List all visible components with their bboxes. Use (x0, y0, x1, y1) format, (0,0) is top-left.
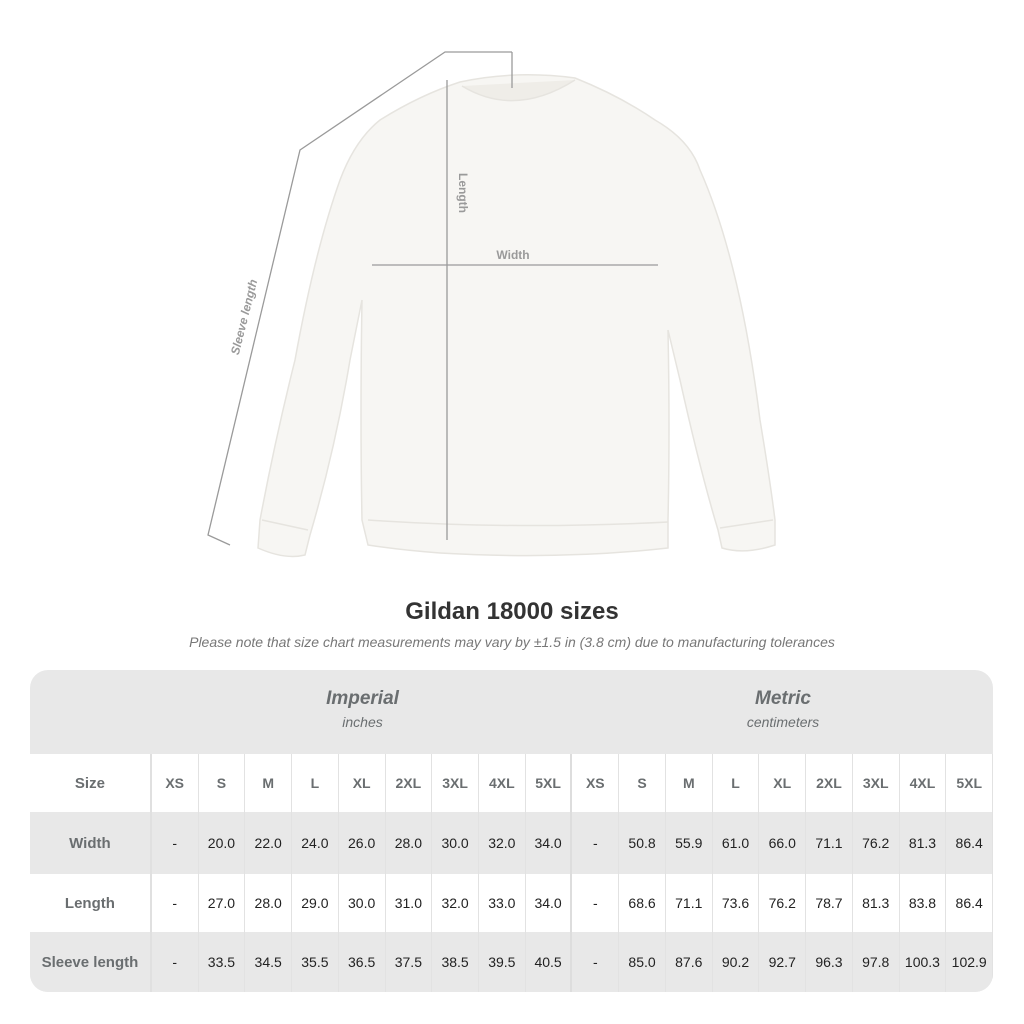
metric-cell: 78.7 (806, 874, 853, 932)
imperial-cell: 34.0 (526, 874, 573, 932)
metric-cell: 76.2 (853, 812, 900, 874)
sleeve-arrow (207, 51, 512, 546)
imperial-cell: 36.5 (339, 932, 386, 992)
row-label: Length (30, 874, 152, 932)
metric-cell: - (572, 812, 620, 874)
metric-cell: 87.6 (666, 932, 713, 992)
imperial-header: Imperial inches (152, 670, 573, 754)
metric-cell: 50.8 (619, 812, 666, 874)
metric-unit: centimeters (746, 714, 820, 730)
imperial-unit: inches (342, 714, 383, 730)
metric-cell: 61.0 (713, 812, 760, 874)
imperial-cell: 5XL (526, 754, 573, 812)
table-row: Length -27.0 28.0 29.0 30.0 31.0 32.0 33.0 34.0-… (30, 874, 993, 932)
metric-cell: 102.9 (946, 932, 993, 992)
metric-cell: 71.1 (806, 812, 853, 874)
table-row: Sleeve length -33.5 34.5 35.5 36.5 37.5 38.5 39… (30, 932, 993, 992)
imperial-cell: 34.0 (526, 812, 573, 874)
imperial-cell: 22.0 (245, 812, 293, 874)
imperial-cell: 40.5 (526, 932, 573, 992)
imperial-cell: 34.5 (245, 932, 293, 992)
metric-cell: 5XL (946, 754, 993, 812)
metric-cell: XL (759, 754, 807, 812)
imperial-cell: 30.0 (432, 812, 479, 874)
metric-cell: L (713, 754, 760, 812)
metric-cell: 86.4 (946, 812, 993, 874)
imperial-cell: 35.5 (292, 932, 339, 992)
metric-cell: 71.1 (666, 874, 713, 932)
imperial-cell: 29.0 (292, 874, 339, 932)
imperial-cell: 32.0 (479, 812, 526, 874)
imperial-cell: 28.0 (245, 874, 293, 932)
imperial-cell: M (245, 754, 293, 812)
metric-cell: 68.6 (619, 874, 666, 932)
imperial-cell: 38.5 (432, 932, 479, 992)
metric-cell: 92.7 (759, 932, 807, 992)
row-label: Sleeve length (30, 932, 152, 992)
metric-cell: 83.8 (900, 874, 947, 932)
imperial-cell: 26.0 (339, 812, 386, 874)
table-row: Width -20.0 22.0 24.0 26.0 28.0 30.0 32.0 34.0-5… (30, 812, 993, 874)
length-label: Length (456, 173, 470, 213)
size-table: Imperial inches Metric centimeters Size X… (30, 670, 993, 992)
row-label: Size (30, 754, 152, 812)
imperial-cell: 20.0 (199, 812, 246, 874)
metric-cell: 81.3 (900, 812, 947, 874)
metric-cell: 73.6 (713, 874, 760, 932)
metric-cell: 97.8 (853, 932, 900, 992)
imperial-cell: XS (152, 754, 199, 812)
imperial-cell: 39.5 (479, 932, 526, 992)
metric-cell: - (572, 932, 620, 992)
row-label: Width (30, 812, 152, 874)
imperial-cell: 31.0 (386, 874, 433, 932)
metric-cell: - (572, 874, 620, 932)
metric-cell: 2XL (806, 754, 853, 812)
metric-cell: 100.3 (900, 932, 947, 992)
metric-cell: XS (572, 754, 620, 812)
sweatshirt-image (257, 74, 776, 558)
imperial-cell: - (152, 812, 199, 874)
metric-cell: 55.9 (666, 812, 713, 874)
metric-cell: 66.0 (759, 812, 807, 874)
metric-cell: 4XL (900, 754, 947, 812)
sleeve-length-label: Sleeve length (228, 278, 260, 356)
imperial-cell: XL (339, 754, 386, 812)
metric-cell: 90.2 (713, 932, 760, 992)
imperial-cell: 3XL (432, 754, 479, 812)
metric-cell: 86.4 (946, 874, 993, 932)
imperial-cell: 33.0 (479, 874, 526, 932)
sweatshirt-diagram: Length Width Sleeve length (207, 51, 776, 558)
tolerance-note: Please note that size chart measurements… (189, 634, 835, 650)
imperial-cell: - (152, 874, 199, 932)
size-header-row: Size XS S M L XL 2XL 3XL 4XL 5XL XS S M L XL 2XL 3XL 4XL 5… (30, 754, 993, 812)
metric-cell: 76.2 (759, 874, 807, 932)
imperial-cell: 2XL (386, 754, 433, 812)
metric-cell: 85.0 (619, 932, 666, 992)
width-label: Width (496, 248, 529, 262)
imperial-cell: 28.0 (386, 812, 433, 874)
imperial-cell: - (152, 932, 199, 992)
metric-cell: 81.3 (853, 874, 900, 932)
metric-title: Metric (755, 688, 811, 709)
imperial-cell: 4XL (479, 754, 526, 812)
metric-cell: 96.3 (806, 932, 853, 992)
imperial-title: Imperial (326, 688, 399, 709)
imperial-cell: 30.0 (339, 874, 386, 932)
imperial-cell: 33.5 (199, 932, 246, 992)
metric-cell: 3XL (853, 754, 900, 812)
metric-cell: M (666, 754, 713, 812)
metric-header: Metric centimeters (573, 670, 993, 754)
chart-title: Gildan 18000 sizes (405, 598, 619, 625)
imperial-cell: L (292, 754, 339, 812)
metric-cell: S (619, 754, 666, 812)
measurement-arrows (207, 51, 658, 546)
imperial-cell: 37.5 (386, 932, 433, 992)
imperial-cell: 27.0 (199, 874, 246, 932)
imperial-cell: 24.0 (292, 812, 339, 874)
imperial-cell: 32.0 (432, 874, 479, 932)
imperial-cell: S (199, 754, 246, 812)
